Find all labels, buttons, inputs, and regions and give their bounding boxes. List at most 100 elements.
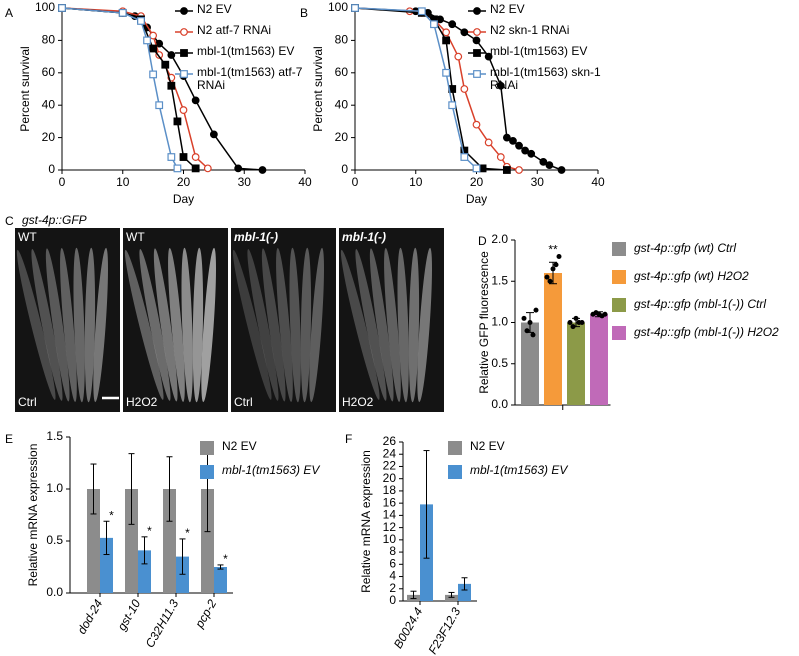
legend-label-box: N2 EV	[470, 440, 505, 453]
tile-label-top: mbl-1(-)	[342, 230, 386, 244]
legend-label-box: gst-4p::gfp (wt) Ctrl	[634, 242, 737, 255]
worm	[247, 249, 279, 401]
worm	[73, 247, 85, 403]
data-point	[602, 311, 608, 317]
x-tick-label: 0	[59, 175, 66, 189]
legend-label-box: N2 EV	[197, 3, 232, 16]
bar	[214, 567, 227, 593]
bar	[567, 322, 585, 405]
legend-swatch	[200, 441, 214, 455]
y-tick-label: 0	[48, 162, 55, 176]
y-tick-label: 26	[383, 434, 397, 448]
marker	[460, 153, 469, 161]
legend-swatch	[200, 465, 214, 479]
worm	[309, 247, 324, 403]
bar	[125, 489, 138, 593]
legend-label: mbl-1(tm1563) atf-7 RNAi	[197, 66, 303, 92]
y-tick-label: 2.0	[491, 232, 508, 246]
worm	[276, 247, 293, 402]
tile-label-top: WT	[126, 230, 145, 244]
worm	[168, 247, 185, 402]
x-tick-label: 30	[531, 175, 545, 189]
y-tick-label: 18	[383, 483, 397, 497]
y-tick-label: 100	[35, 0, 55, 14]
bar	[87, 489, 100, 593]
legend-swatch	[448, 441, 462, 455]
x-tick-label: 10	[409, 175, 423, 189]
legend-label: gst-4p::gfp (mbl-1(-)) Ctrl	[634, 298, 767, 311]
legend-label: gst-4p::gfp (wt) Ctrl	[634, 242, 737, 255]
survival-line	[61, 7, 179, 169]
legend-marker	[473, 70, 481, 78]
y-tick-label: 4	[389, 569, 396, 583]
y-tick-label: 60	[335, 65, 349, 79]
tile-label-bottom: Ctrl	[234, 395, 253, 409]
legend-label: mbl-1(tm1563) EV	[197, 45, 295, 58]
marker	[258, 166, 267, 174]
data-point	[524, 328, 530, 334]
marker	[448, 101, 457, 110]
legend-label-box: N2 EV	[490, 3, 525, 16]
worm	[16, 249, 56, 400]
marker	[472, 164, 481, 173]
marker	[496, 81, 505, 90]
worm	[124, 249, 164, 400]
image-title: gst-4p::GFP	[22, 213, 87, 227]
y-tick-label: 1.5	[46, 429, 63, 443]
legend-label: N2 skn-1 RNAi	[490, 24, 570, 37]
bar	[138, 550, 151, 593]
error-bar	[166, 456, 173, 522]
tile-label-top: mbl-1(-)	[234, 230, 278, 244]
error-bar	[461, 577, 468, 591]
y-tick-label: 80	[335, 33, 349, 47]
data-point	[550, 266, 556, 272]
marker	[515, 141, 523, 150]
legend-label: mbl-1(tm1563) skn-1 RNAi	[490, 66, 601, 92]
y-tick-label: 8	[389, 544, 396, 558]
marker	[167, 81, 176, 90]
worm	[417, 247, 432, 403]
bar	[458, 583, 471, 601]
x-tick-label: B0024.4	[391, 605, 426, 651]
marker	[173, 164, 182, 173]
error-bar	[217, 564, 224, 570]
significance: *	[185, 526, 190, 540]
y-tick-label: 80	[42, 33, 56, 47]
y-tick-label: 14	[383, 508, 397, 522]
y-tick-label: 0.5	[491, 356, 508, 370]
legend-label: gst-4p::gfp (mbl-1(-)) H2O2	[634, 326, 779, 339]
legend-label: N2 EV	[197, 3, 232, 16]
survival-line	[354, 7, 478, 169]
worm	[232, 249, 272, 400]
data-point	[544, 274, 550, 280]
x-tick-label: 40	[298, 175, 312, 189]
panel-letter: F	[345, 432, 352, 446]
bar	[201, 489, 214, 593]
legend-label: mbl-1(tm1563) EV	[222, 464, 320, 477]
marker	[502, 166, 511, 174]
legend-marker	[473, 7, 481, 15]
error-bar	[410, 590, 417, 600]
worm	[60, 247, 77, 402]
legend-label: N2 EV	[222, 440, 257, 453]
y-tick-label: 0.0	[491, 397, 508, 411]
legend-label-box: gst-4p::gfp (mbl-1(-)) H2O2	[634, 326, 779, 339]
y-tick-label: 0	[389, 593, 396, 607]
worm	[261, 248, 286, 402]
error-bar	[423, 450, 430, 559]
x-tick-label: pcp-2	[192, 597, 220, 631]
tile-label-bottom: H2O2	[342, 395, 374, 409]
legend-label-box: mbl-1(tm1563) atf-7 RNAi	[197, 66, 303, 92]
data-point	[533, 307, 539, 313]
y-tick-label: 1.5	[491, 273, 508, 287]
data-point	[567, 320, 573, 325]
marker	[173, 117, 182, 126]
marker	[472, 120, 481, 129]
significance: *	[223, 552, 228, 566]
x-tick-label: F23F12.3	[426, 605, 464, 656]
legend-label-box: N2 atf-7 RNAi	[197, 24, 271, 37]
legend-swatch	[612, 298, 626, 312]
y-tick-label: 0.0	[46, 585, 63, 599]
panel-letter: E	[5, 432, 13, 446]
significance: *	[109, 508, 114, 522]
